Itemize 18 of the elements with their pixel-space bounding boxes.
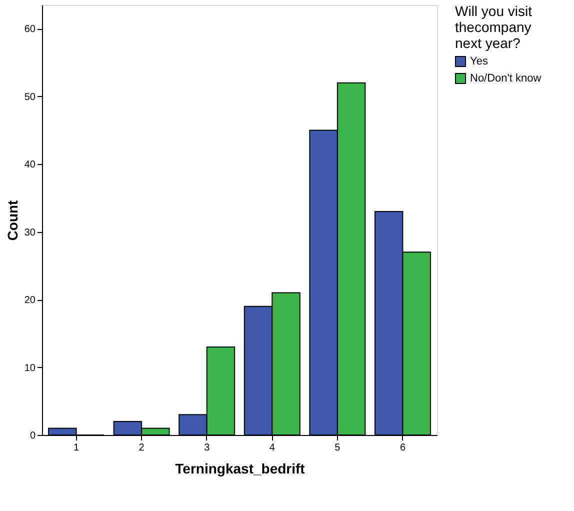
x-tick-label: 1 (73, 442, 80, 454)
y-axis-title: Count (4, 200, 20, 241)
x-tick-label: 4 (269, 442, 276, 454)
x-tick-label: 2 (138, 442, 145, 454)
x-tick-label: 3 (204, 442, 210, 454)
x-tick-label: 6 (400, 442, 406, 454)
legend-title: Will you visit thecompany next year? (455, 3, 532, 51)
y-tick-label: 0 (30, 430, 36, 442)
legend-label: No/Don't know (470, 72, 542, 84)
y-tick-label: 10 (24, 362, 36, 374)
y-tick-label: 20 (24, 295, 36, 306)
legend-label: Yes (470, 56, 488, 68)
x-tick-label: 5 (334, 442, 341, 454)
y-tick-label: 60 (24, 24, 36, 36)
y-tick-label: 50 (24, 92, 36, 103)
y-tick-label: 40 (24, 160, 36, 171)
y-tick-label: 30 (24, 227, 36, 238)
x-axis-title: Terningkast_bedrift (175, 460, 306, 476)
